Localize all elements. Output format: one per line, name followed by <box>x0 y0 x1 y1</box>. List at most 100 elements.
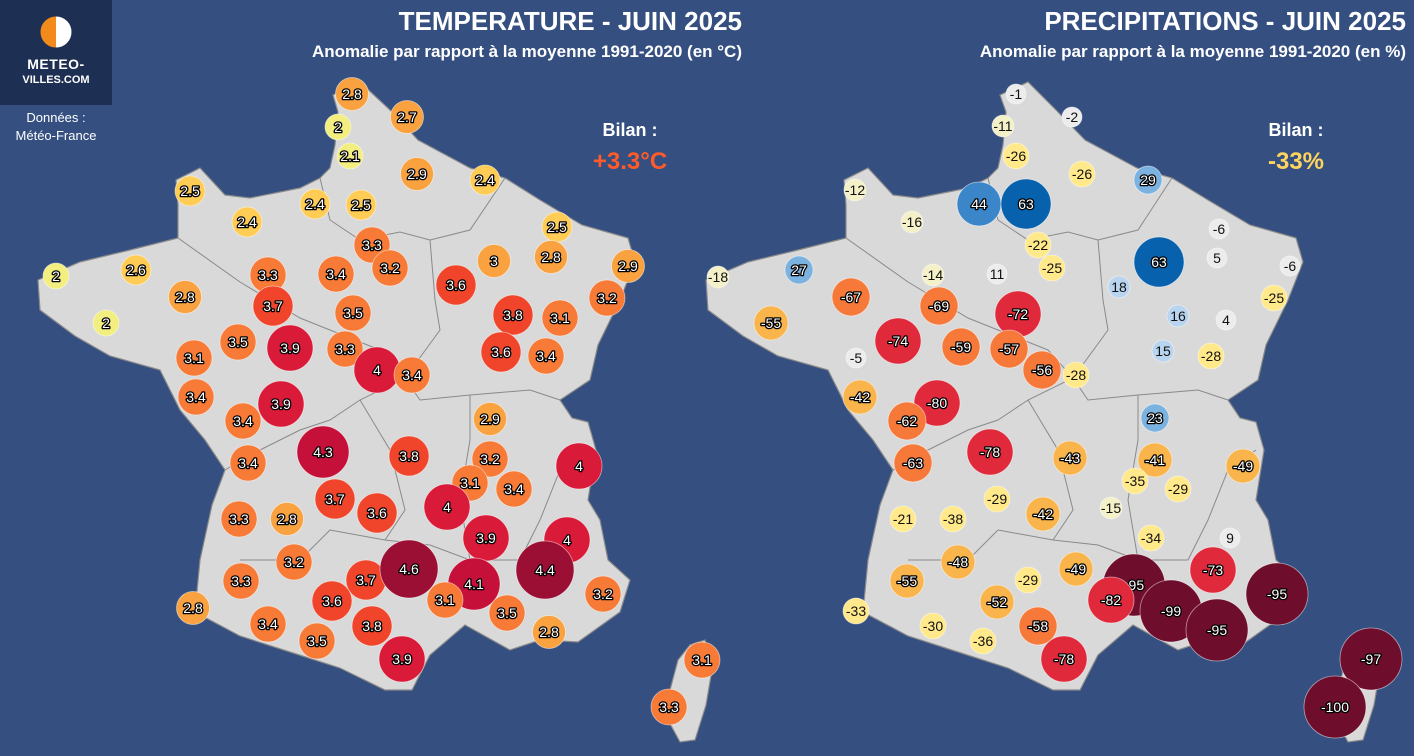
precipitation-bubble <box>900 210 924 234</box>
temperature-station-45: 3.3 <box>220 500 258 538</box>
precipitation-station-64: -52 <box>979 584 1015 620</box>
temperature-bubble <box>334 294 372 332</box>
temperature-bubble <box>515 540 575 600</box>
temperature-value-label: 3.1 <box>460 475 480 491</box>
temperature-bubble <box>584 575 622 613</box>
temperature-value-label: 3.8 <box>503 307 523 323</box>
temperature-value-label: 3.6 <box>322 593 342 609</box>
precipitation-bubble <box>979 584 1015 620</box>
precipitation-bubble <box>1002 142 1030 170</box>
temperature-value-label: 2.4 <box>305 196 325 212</box>
temperature-value-label: 4 <box>443 499 451 515</box>
temperature-bubble <box>326 330 364 368</box>
temperature-bubble <box>176 591 210 625</box>
temperature-value-label: 2 <box>52 268 60 284</box>
precipitation-value-label: -97 <box>1361 651 1381 667</box>
temperature-value-label: 3.6 <box>491 344 511 360</box>
temperature-station-9: 2.4 <box>231 206 263 238</box>
temperature-value-label: 4 <box>563 532 571 548</box>
precipitation-value-label: 29 <box>1140 172 1156 188</box>
temperature-station-70: 3.9 <box>378 635 426 683</box>
precipitation-bubble <box>939 505 967 533</box>
precipitation-bubble <box>842 379 878 415</box>
temperature-bubble <box>534 240 568 274</box>
precipitation-bubble <box>1005 83 1027 105</box>
precipitation-station-56: -73 <box>1189 546 1237 594</box>
precipitation-value-label: -62 <box>897 413 917 429</box>
temperature-value-label: 3.4 <box>326 266 346 282</box>
precipitation-value-label: -5 <box>850 350 863 366</box>
temperature-station-40: 4.3 <box>296 425 350 479</box>
precipitation-station-35: -56 <box>1022 350 1062 390</box>
temperature-station-37: 3.6 <box>480 331 522 373</box>
temperature-value-label: 3.4 <box>258 616 278 632</box>
precipitation-station-30: -59 <box>941 327 981 367</box>
temperature-bubble <box>471 440 509 478</box>
temperature-value-label: 3.4 <box>504 481 524 497</box>
precipitation-value-label: -26 <box>1006 148 1026 164</box>
precipitation-bubble <box>843 178 867 202</box>
temperature-bubble <box>270 502 304 536</box>
precipitation-bubble <box>1215 309 1237 331</box>
temperature-bubble <box>388 435 430 477</box>
temperature-value-label: 3.3 <box>362 237 382 253</box>
precipitation-value-label: 63 <box>1151 254 1167 270</box>
precipitation-station-59: -95 <box>1245 562 1309 626</box>
precipitation-station-29: -74 <box>874 317 922 365</box>
precipitation-station-19: 5 <box>1206 247 1228 269</box>
temperature-station-1: 2.8 <box>335 77 369 111</box>
temperature-station-43: 3.7 <box>314 478 356 520</box>
precipitation-bubble <box>1133 236 1185 288</box>
precipitation-bubble <box>1099 496 1123 520</box>
temperature-station-33: 2.9 <box>611 249 645 283</box>
temperature-bubble <box>351 605 393 647</box>
temperature-bubble <box>492 294 534 336</box>
temperature-value-label: 3.9 <box>476 530 496 546</box>
precipitation-value-label: -78 <box>1054 651 1074 667</box>
temperature-bubble <box>219 323 257 361</box>
temperature-station-3: 2.1 <box>336 142 364 170</box>
temperature-station-50: 3.4 <box>495 470 533 508</box>
temperature-value-label: 2.8 <box>342 86 362 102</box>
precipitation-station-24: 18 <box>1107 275 1131 299</box>
temperature-bubble <box>488 594 526 632</box>
precipitation-value-label: -16 <box>902 214 922 230</box>
precipitation-value-label: -11 <box>993 118 1012 134</box>
precipitation-value-label: 44 <box>971 196 987 212</box>
temperature-station-53: 3.9 <box>462 514 510 562</box>
precipitation-station-37: -80 <box>913 379 961 427</box>
temperature-value-label: 2.8 <box>539 624 559 640</box>
temperature-title: TEMPERATURE - JUIN 2025 <box>398 6 742 36</box>
temperature-station-31: 2.5 <box>541 211 573 243</box>
temperature-value-label: 2 <box>102 315 110 331</box>
temperature-bubble <box>220 500 258 538</box>
temperature-station-68: 3.8 <box>351 605 393 647</box>
precipitation-value-label: -28 <box>1201 348 1221 364</box>
temperature-station-65: 2.8 <box>532 615 566 649</box>
precipitation-station-60: -82 <box>1087 576 1135 624</box>
temperature-value-label: 4.6 <box>399 561 419 577</box>
precipitation-bubble <box>753 305 789 341</box>
brand-logo: METEO- VILLES.COM <box>0 0 112 105</box>
temperature-value-label: 3.4 <box>536 348 556 364</box>
precipitation-station-52: -38 <box>939 505 967 533</box>
precipitation-station-3: -2 <box>1061 106 1083 128</box>
temperature-bubble <box>335 77 369 111</box>
precipitation-value-label: -29 <box>1168 481 1188 497</box>
temperature-station-64: 3.5 <box>488 594 526 632</box>
temperature-bubble <box>650 688 688 726</box>
sun-moon-icon <box>39 15 73 49</box>
temperature-station-4: 2.7 <box>390 100 424 134</box>
temperature-station-61: 3.2 <box>584 575 622 613</box>
precipitation-station-63: -33 <box>842 597 870 625</box>
temperature-station-34: 3.2 <box>588 279 626 317</box>
temperature-station-20: 3.5 <box>334 294 372 332</box>
temperature-station-51: 4 <box>555 442 603 490</box>
precipitation-bubble <box>1185 598 1249 662</box>
precipitation-station-54: 9 <box>1219 527 1241 549</box>
temperature-bubble <box>174 175 206 207</box>
precipitation-bubble <box>941 327 981 367</box>
precipitation-station-25: -25 <box>1260 284 1288 312</box>
precipitation-bubble <box>991 114 1015 138</box>
temperature-value-label: 3.1 <box>435 592 455 608</box>
